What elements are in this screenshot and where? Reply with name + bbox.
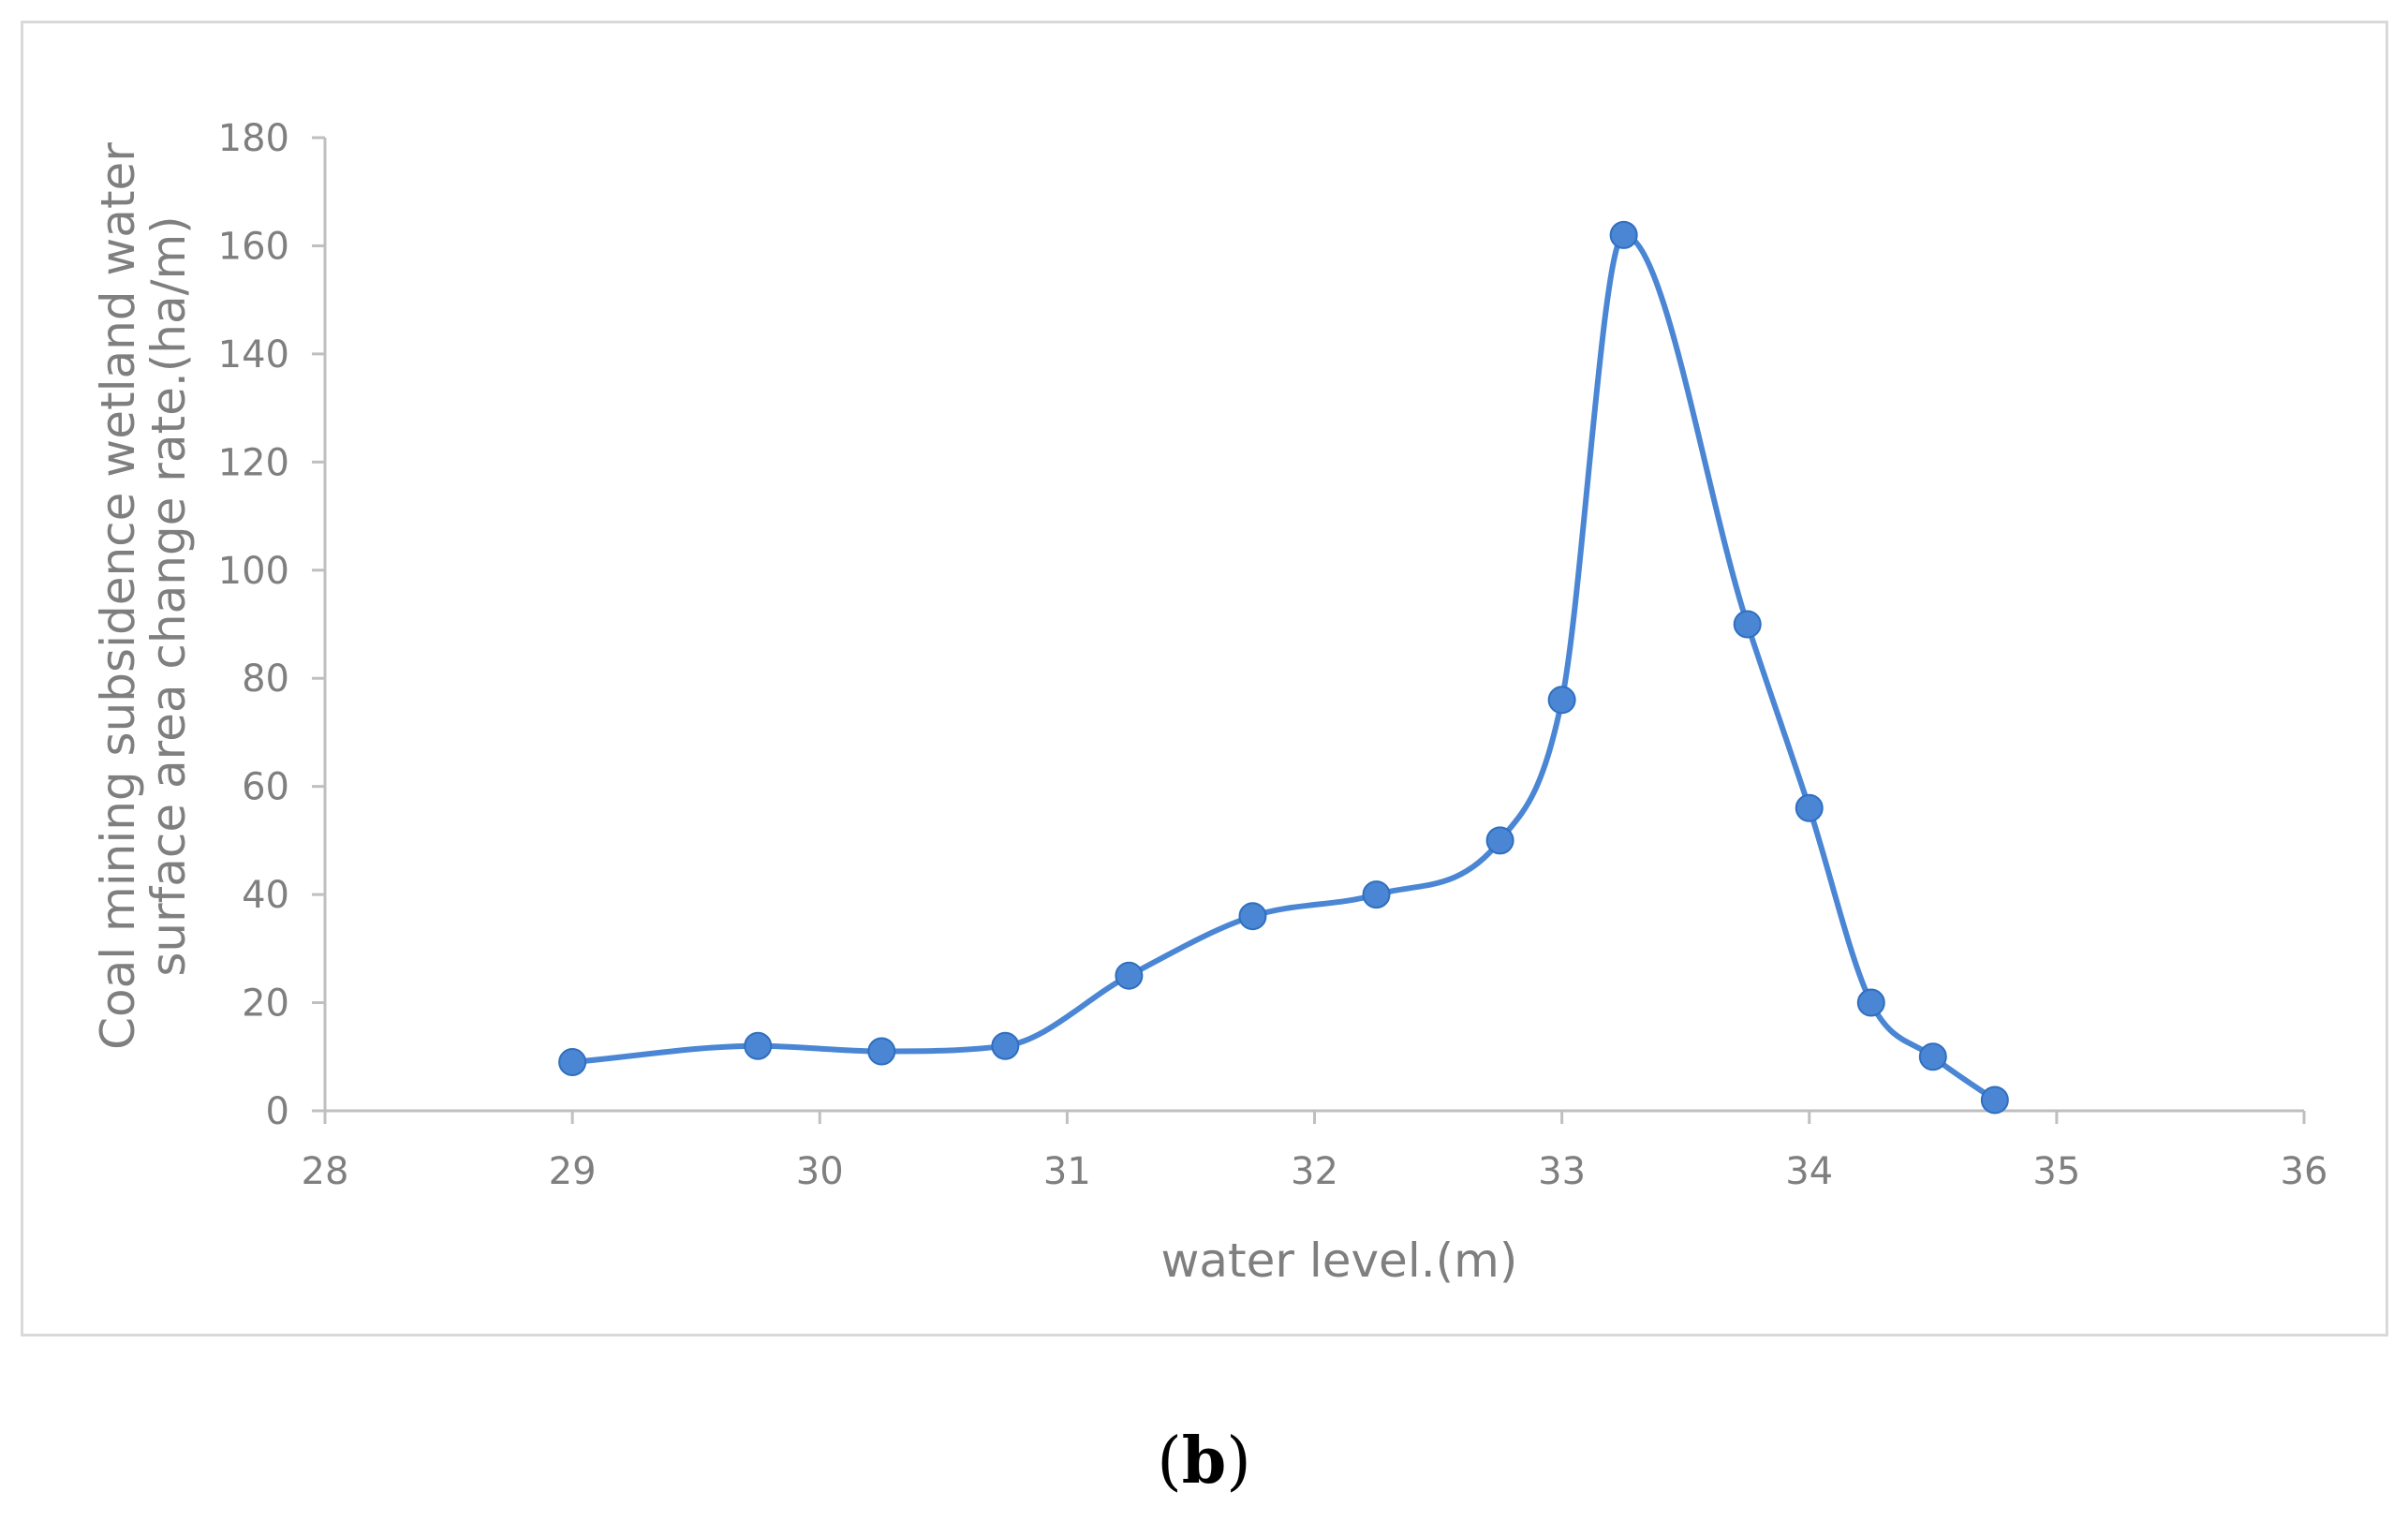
- data-point: [744, 1031, 773, 1060]
- series-line: [569, 231, 1998, 1103]
- data-series: [569, 231, 1998, 1103]
- panel-label-open: (: [1157, 1425, 1182, 1499]
- y-axis-title-line-1: Coal mining subsidence wetland water: [91, 142, 145, 1050]
- panel-label-close: ): [1226, 1425, 1251, 1499]
- y-axis-title: Coal mining subsidence wetland water sur…: [91, 142, 196, 1050]
- y-tick-label: 120: [218, 441, 289, 484]
- chart-frame: [21, 21, 2388, 1337]
- y-tick-label: 180: [218, 117, 289, 160]
- data-point: [1980, 1086, 2009, 1115]
- x-tick-label: 34: [1785, 1150, 1833, 1193]
- data-markers: [558, 220, 2009, 1115]
- y-tick-label: 80: [242, 657, 289, 701]
- x-tick-label: 36: [2281, 1150, 2328, 1193]
- data-point: [1609, 220, 1638, 249]
- x-tick-label: 28: [302, 1150, 349, 1193]
- x-tick-label: 29: [549, 1150, 597, 1193]
- data-point: [558, 1048, 587, 1077]
- x-axis-title: water level.(m): [1160, 1233, 1517, 1288]
- panel-label: (b): [0, 1424, 2408, 1499]
- axes: [312, 136, 2306, 1124]
- data-point: [1733, 610, 1762, 639]
- x-tick-label: 35: [2032, 1150, 2080, 1193]
- data-point: [991, 1031, 1020, 1060]
- data-point: [1856, 988, 1885, 1017]
- y-tick-label: 40: [242, 874, 289, 917]
- x-tick-label: 31: [1043, 1150, 1091, 1193]
- panel-label-letter: b: [1181, 1424, 1227, 1499]
- y-axis-title-line-2: surface area change rate.(ha/m): [141, 215, 196, 976]
- data-point: [1238, 902, 1267, 931]
- x-tick-label: 33: [1538, 1150, 1586, 1193]
- data-point: [1115, 961, 1144, 990]
- data-point: [867, 1037, 896, 1066]
- data-point: [1362, 880, 1391, 909]
- tick-labels: 0 20 40 60 80 100 120 140 160 180 28 29 30 31 32 33 34 35…: [218, 117, 2328, 1193]
- data-point: [1795, 793, 1824, 822]
- y-tick-label: 60: [242, 766, 289, 809]
- x-tick-label: 32: [1291, 1150, 1338, 1193]
- y-tick-label: 160: [218, 225, 289, 268]
- y-tick-label: 20: [242, 982, 289, 1026]
- line-chart: 0 20 40 60 80 100 120 140 160 180 28 29 30 31 32 33 34 35…: [91, 117, 2328, 1288]
- data-point: [1547, 686, 1576, 715]
- y-tick-label: 0: [266, 1090, 289, 1133]
- data-point: [1918, 1042, 1947, 1071]
- y-tick-label: 100: [218, 550, 289, 593]
- y-tick-label: 140: [218, 333, 289, 377]
- data-point: [1485, 826, 1514, 855]
- x-tick-label: 30: [796, 1150, 844, 1193]
